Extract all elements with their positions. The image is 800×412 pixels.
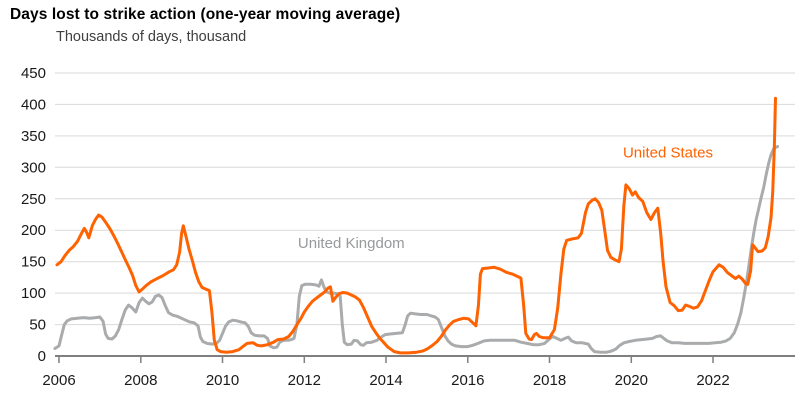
y-tick-label: 450	[21, 65, 46, 82]
series-line-united-states	[55, 96, 777, 355]
y-tick-label: 150	[21, 254, 46, 271]
y-tick-label: 200	[21, 222, 46, 239]
x-tick-label: 2014	[369, 372, 402, 389]
y-tick-label: 0	[38, 348, 46, 365]
x-tick-label: 2018	[533, 372, 566, 389]
x-tick-label: 2008	[124, 372, 157, 389]
y-tick-label: 100	[21, 285, 46, 302]
y-tick-label: 250	[21, 191, 46, 208]
y-tick-label: 350	[21, 128, 46, 145]
x-tick-label: 2012	[288, 372, 321, 389]
series-label-united-states: United States	[623, 144, 713, 161]
series-line-united-kingdom	[53, 145, 780, 354]
chart-title: Days lost to strike action (one-year mov…	[10, 6, 401, 23]
x-tick-label: 2010	[206, 372, 239, 389]
y-tick-label: 50	[29, 317, 46, 334]
series-label-united-kingdom: United Kingdom	[298, 235, 405, 252]
x-tick-label: 2022	[696, 372, 729, 389]
x-tick-label: 2020	[615, 372, 648, 389]
y-tick-label: 400	[21, 96, 46, 113]
chart-subtitle: Thousands of days, thousand	[56, 29, 247, 45]
y-tick-label: 300	[21, 159, 46, 176]
x-tick-label: 2016	[451, 372, 484, 389]
x-tick-label: 2006	[42, 372, 75, 389]
